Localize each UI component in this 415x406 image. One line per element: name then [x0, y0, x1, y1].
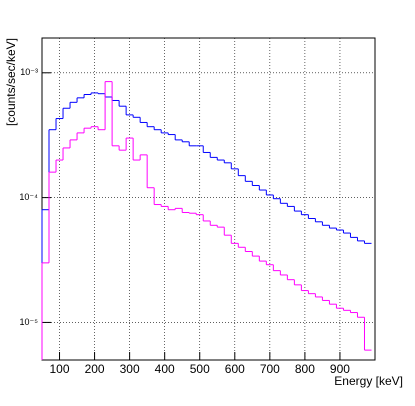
- x-tick-label: 600: [225, 362, 245, 376]
- x-tick-label: 500: [190, 362, 210, 376]
- x-axis-label: Energy [keV]: [334, 374, 403, 388]
- x-tick-label: 400: [155, 362, 175, 376]
- x-tick-label: 900: [330, 362, 350, 376]
- y-tick-label: 10⁻⁵: [20, 317, 39, 327]
- x-tick-label: 200: [85, 362, 105, 376]
- y-axis-label: [counts/sec/keV]: [4, 38, 18, 126]
- x-tick-label: 300: [120, 362, 140, 376]
- y-tick-label: 10⁻³: [20, 67, 38, 77]
- x-tick-label: 800: [295, 362, 315, 376]
- x-tick-label: 700: [260, 362, 280, 376]
- x-tick-label: 100: [50, 362, 70, 376]
- plot-frame: [41, 37, 376, 361]
- y-tick-label: 10⁻⁴: [19, 192, 38, 202]
